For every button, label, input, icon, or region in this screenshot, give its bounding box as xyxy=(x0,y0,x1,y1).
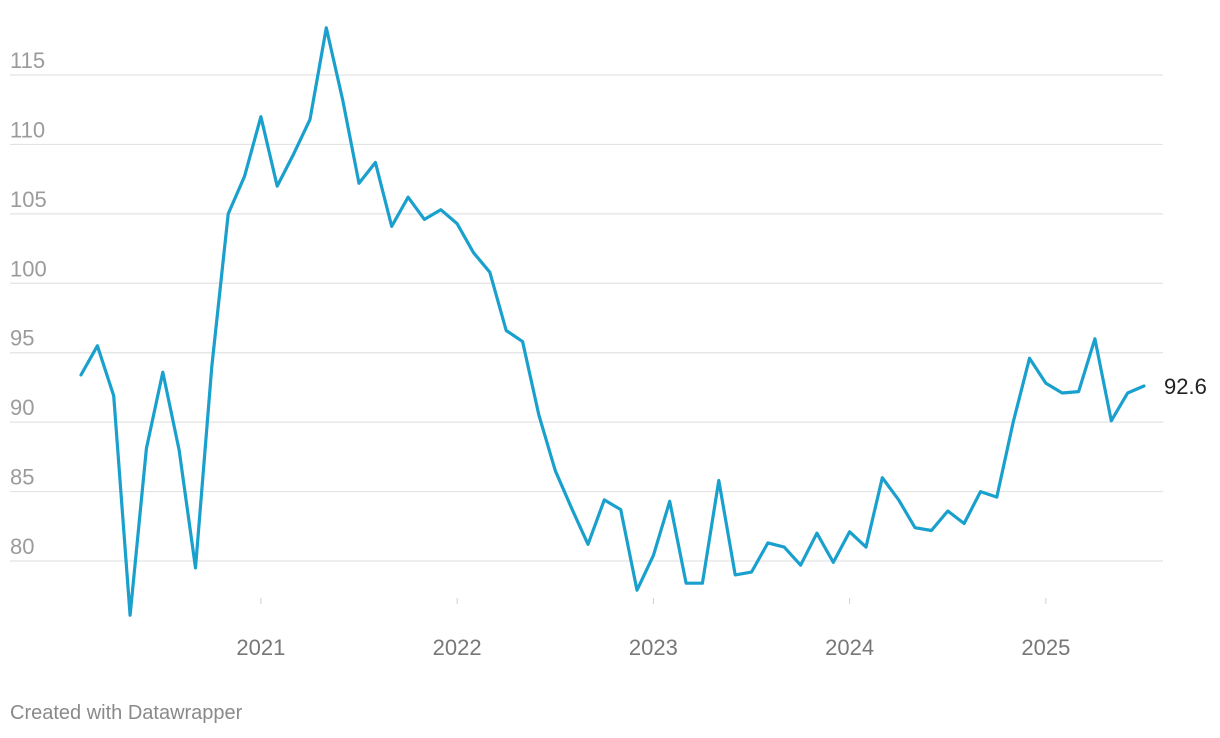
y-tick-label: 95 xyxy=(10,326,34,351)
y-tick-label: 105 xyxy=(10,187,47,212)
end-value-label: 92.6 xyxy=(1164,374,1207,399)
series-group: 92.6 xyxy=(79,26,1207,617)
x-axis-ticks: 2021 2022 2023 2024 2025 xyxy=(236,598,1070,660)
x-tick-label: 2025 xyxy=(1021,635,1070,660)
y-axis-ticks: 80 85 90 95 100 105 110 115 xyxy=(10,48,47,559)
series-line xyxy=(79,26,1146,617)
x-tick-label: 2022 xyxy=(433,635,482,660)
y-tick-label: 110 xyxy=(10,117,45,142)
y-tick-label: 85 xyxy=(10,465,34,490)
x-tick-label: 2021 xyxy=(236,635,285,660)
y-tick-label: 80 xyxy=(10,534,34,559)
y-tick-label: 90 xyxy=(10,395,34,420)
x-tick-label: 2023 xyxy=(629,635,678,660)
credit-text: Created with Datawrapper xyxy=(10,702,243,724)
x-tick-label: 2024 xyxy=(825,635,874,660)
y-tick-label: 115 xyxy=(10,48,45,73)
y-tick-label: 100 xyxy=(10,256,47,281)
